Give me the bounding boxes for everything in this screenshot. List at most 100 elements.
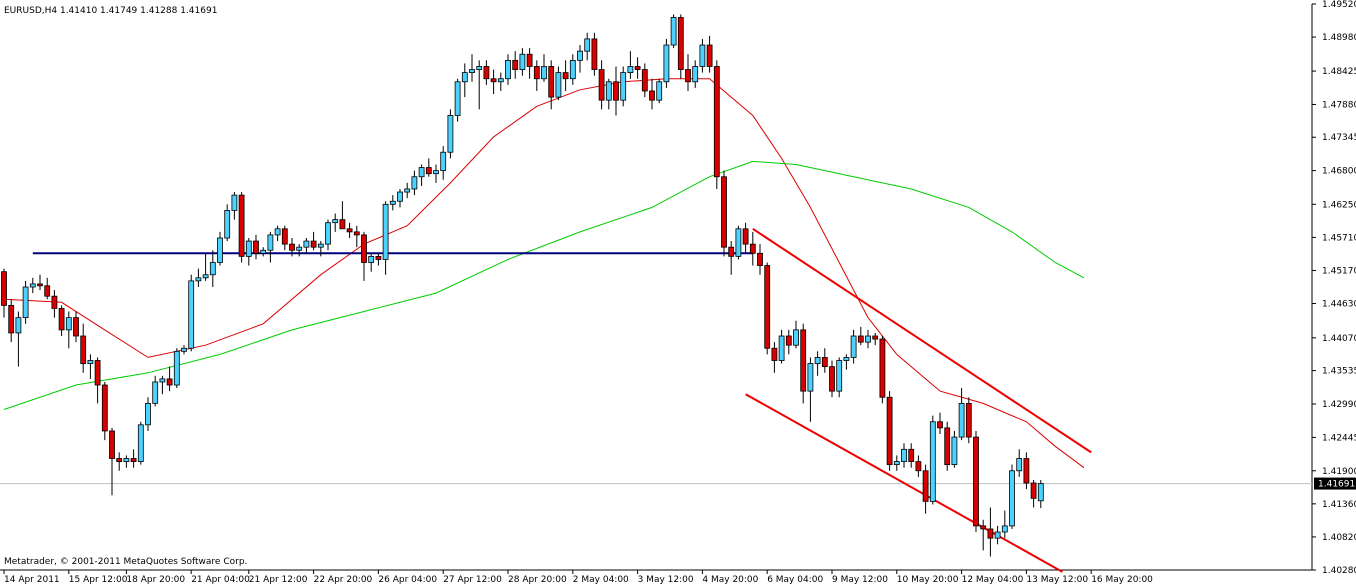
candle [181,345,187,355]
candle [872,332,879,346]
x-tick-label: 18 Apr 20:00 [126,575,185,585]
y-tick-label: 1.49520 [1322,0,1356,10]
x-tick-label: 22 Apr 20:00 [314,575,373,585]
y-tick-label: 1.44630 [1322,300,1356,310]
candle-body [973,436,979,527]
candle-body [821,357,828,368]
candle [512,51,519,79]
candle-body [555,72,562,98]
candle-body [411,176,418,190]
candle-body [757,252,763,266]
candle-body [577,50,583,61]
candle [706,35,713,73]
candle [793,320,799,349]
candle [951,430,958,468]
candle [728,241,735,275]
x-tick-label: 13 May 12:00 [1026,575,1088,585]
candle [562,60,569,91]
candle-body [958,402,965,438]
candle-body [332,219,339,224]
candle-body [793,329,799,346]
candle-body [109,430,115,459]
candle-body [929,421,936,502]
candle-body [22,286,29,319]
trend-channel[interactable] [745,227,1092,573]
candle-body [649,90,655,101]
candle-body [469,69,475,74]
x-tick-label: 26 Apr 04:00 [378,575,437,585]
chart-grid [0,4,1313,571]
candle-body [548,66,555,98]
candle-body [843,357,850,361]
x-tick-label: 14 Apr 2011 [4,575,60,585]
candle [483,60,490,85]
candle-body [80,335,87,364]
candle-body [706,44,713,67]
candle [173,348,180,389]
candle-body [58,308,65,331]
candle-body [37,283,43,287]
candle-body [310,240,317,248]
candle [217,231,223,266]
candle [591,32,598,76]
candle-body [980,525,987,530]
candle [209,250,216,287]
y-tick-label: 1.47345 [1322,133,1356,143]
candle [569,54,576,85]
candle [519,48,526,76]
candle [123,455,130,468]
candle [166,366,173,392]
candle-body [375,255,382,260]
candle [670,14,677,49]
candle [389,195,396,211]
candle [598,60,605,110]
current-price-box [1314,477,1356,490]
candle-body [749,243,756,254]
candle [267,231,274,263]
candle-body [267,234,274,251]
candle [526,48,533,79]
candle [476,60,483,110]
candle [22,280,29,324]
y-tick-label: 1.47880 [1322,100,1356,110]
candle-body [627,66,634,74]
candle-body [382,203,389,260]
candle-body [209,262,216,276]
candle [1,268,7,318]
candle [253,234,259,260]
candle-body [937,421,943,429]
candle [332,213,339,232]
candle [58,305,65,337]
candle-body [613,81,619,101]
channel-line-1 [752,227,1092,454]
candle [447,109,454,159]
candle-body [742,228,749,245]
candle-body [771,347,778,361]
y-tick-label: 1.42990 [1322,400,1356,410]
y-tick-label: 1.46250 [1322,200,1356,210]
candle-body [245,240,252,257]
candle [987,507,994,557]
candle-body [699,44,706,67]
candle-body [101,384,108,432]
candle [1023,452,1030,490]
candle-body [65,317,72,331]
candle [245,237,252,266]
candle [829,360,835,398]
candle-body [44,285,51,297]
candle [65,311,72,349]
candle-body [987,528,994,539]
candle [785,329,792,355]
candle [627,51,634,79]
candle [555,66,562,101]
candlesticks [1,14,1044,557]
candle [807,357,814,422]
candle-body [807,363,814,392]
candle-body [73,317,79,337]
candle-body [425,167,432,175]
candle-body [15,317,22,334]
candle-body [951,436,958,466]
x-tick-label: 2 May 04:00 [573,575,629,585]
